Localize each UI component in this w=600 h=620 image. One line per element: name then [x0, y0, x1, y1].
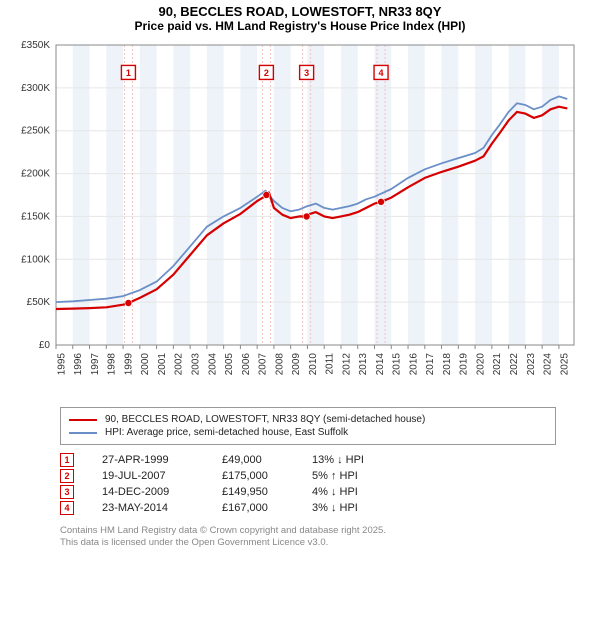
svg-text:£350K: £350K: [21, 40, 50, 51]
title-subtitle: Price paid vs. HM Land Registry's House …: [4, 19, 596, 33]
svg-text:2021: 2021: [492, 353, 503, 376]
svg-text:£100K: £100K: [21, 254, 50, 265]
svg-text:2001: 2001: [157, 353, 168, 376]
tx-price: £149,950: [222, 486, 312, 498]
svg-text:2016: 2016: [408, 353, 419, 376]
table-row: 2 19-JUL-2007£175,0005% ↑ HPI: [60, 469, 556, 483]
tx-delta: 4% ↓ HPI: [312, 486, 412, 498]
svg-text:2008: 2008: [274, 353, 285, 376]
tx-marker: 1: [60, 453, 74, 467]
chart-svg: £0 £50K £100K £150K £200K £250K £300K £350K 1995…: [12, 39, 588, 399]
tx-delta: 5% ↑ HPI: [312, 470, 412, 482]
svg-text:2015: 2015: [392, 353, 403, 376]
tx-marker: 2: [60, 469, 74, 483]
svg-text:1998: 1998: [107, 353, 118, 376]
title-address: 90, BECCLES ROAD, LOWESTOFT, NR33 8QY: [4, 4, 596, 19]
svg-text:1997: 1997: [90, 353, 101, 376]
svg-text:£0: £0: [39, 340, 51, 351]
svg-text:2003: 2003: [190, 353, 201, 376]
table-row: 1 27-APR-1999£49,00013% ↓ HPI: [60, 453, 556, 467]
legend-label: 90, BECCLES ROAD, LOWESTOFT, NR33 8QY (s…: [105, 414, 425, 425]
svg-text:2022: 2022: [509, 353, 520, 376]
footer-line1: Contains HM Land Registry data © Crown c…: [60, 525, 556, 537]
svg-text:3: 3: [304, 68, 309, 78]
tx-date: 19-JUL-2007: [102, 470, 222, 482]
tx-delta: 13% ↓ HPI: [312, 454, 412, 466]
svg-text:2006: 2006: [241, 353, 252, 376]
svg-text:£300K: £300K: [21, 83, 50, 94]
footer: Contains HM Land Registry data © Crown c…: [60, 525, 556, 550]
legend-row: 90, BECCLES ROAD, LOWESTOFT, NR33 8QY (s…: [69, 414, 547, 425]
title-block: 90, BECCLES ROAD, LOWESTOFT, NR33 8QY Pr…: [4, 4, 596, 33]
chart: £0 £50K £100K £150K £200K £250K £300K £350K 1995…: [12, 39, 588, 399]
legend: 90, BECCLES ROAD, LOWESTOFT, NR33 8QY (s…: [60, 407, 556, 445]
svg-text:2007: 2007: [258, 353, 269, 376]
legend-swatch: [69, 432, 97, 434]
tx-price: £175,000: [222, 470, 312, 482]
tx-date: 27-APR-1999: [102, 454, 222, 466]
svg-text:1995: 1995: [56, 353, 67, 376]
footer-line2: This data is licensed under the Open Gov…: [60, 537, 556, 549]
tx-marker: 3: [60, 485, 74, 499]
svg-text:2004: 2004: [207, 353, 218, 376]
svg-text:1999: 1999: [123, 353, 134, 376]
svg-text:1: 1: [126, 68, 131, 78]
tx-date: 14-DEC-2009: [102, 486, 222, 498]
table-row: 4 23-MAY-2014£167,0003% ↓ HPI: [60, 501, 556, 515]
svg-text:2013: 2013: [358, 353, 369, 376]
tx-date: 23-MAY-2014: [102, 502, 222, 514]
svg-text:£250K: £250K: [21, 126, 50, 137]
svg-text:2010: 2010: [308, 353, 319, 376]
svg-text:2011: 2011: [325, 353, 336, 375]
tx-marker: 4: [60, 501, 74, 515]
svg-text:2024: 2024: [543, 353, 554, 376]
svg-text:£150K: £150K: [21, 211, 50, 222]
svg-text:2020: 2020: [475, 353, 486, 376]
svg-text:2002: 2002: [174, 353, 185, 376]
svg-text:2023: 2023: [526, 353, 537, 376]
svg-text:2012: 2012: [341, 353, 352, 376]
svg-text:2005: 2005: [224, 353, 235, 376]
legend-row: HPI: Average price, semi-detached house,…: [69, 427, 547, 438]
svg-text:2018: 2018: [442, 353, 453, 376]
legend-label: HPI: Average price, semi-detached house,…: [105, 427, 348, 438]
svg-text:2: 2: [264, 68, 269, 78]
svg-text:2014: 2014: [375, 353, 386, 376]
svg-text:2017: 2017: [425, 353, 436, 376]
transactions-table: 1 27-APR-1999£49,00013% ↓ HPI 2 19-JUL-2007…: [60, 453, 556, 515]
table-row: 3 14-DEC-2009£149,9504% ↓ HPI: [60, 485, 556, 499]
svg-text:£200K: £200K: [21, 169, 50, 180]
svg-text:£50K: £50K: [27, 297, 51, 308]
tx-price: £167,000: [222, 502, 312, 514]
svg-text:2025: 2025: [559, 353, 570, 376]
svg-text:4: 4: [379, 68, 384, 78]
root: 90, BECCLES ROAD, LOWESTOFT, NR33 8QY Pr…: [0, 0, 600, 554]
legend-swatch: [69, 419, 97, 421]
svg-text:2019: 2019: [459, 353, 470, 376]
svg-text:2009: 2009: [291, 353, 302, 376]
svg-text:1996: 1996: [73, 353, 84, 376]
svg-text:2000: 2000: [140, 353, 151, 376]
tx-price: £49,000: [222, 454, 312, 466]
tx-delta: 3% ↓ HPI: [312, 502, 412, 514]
